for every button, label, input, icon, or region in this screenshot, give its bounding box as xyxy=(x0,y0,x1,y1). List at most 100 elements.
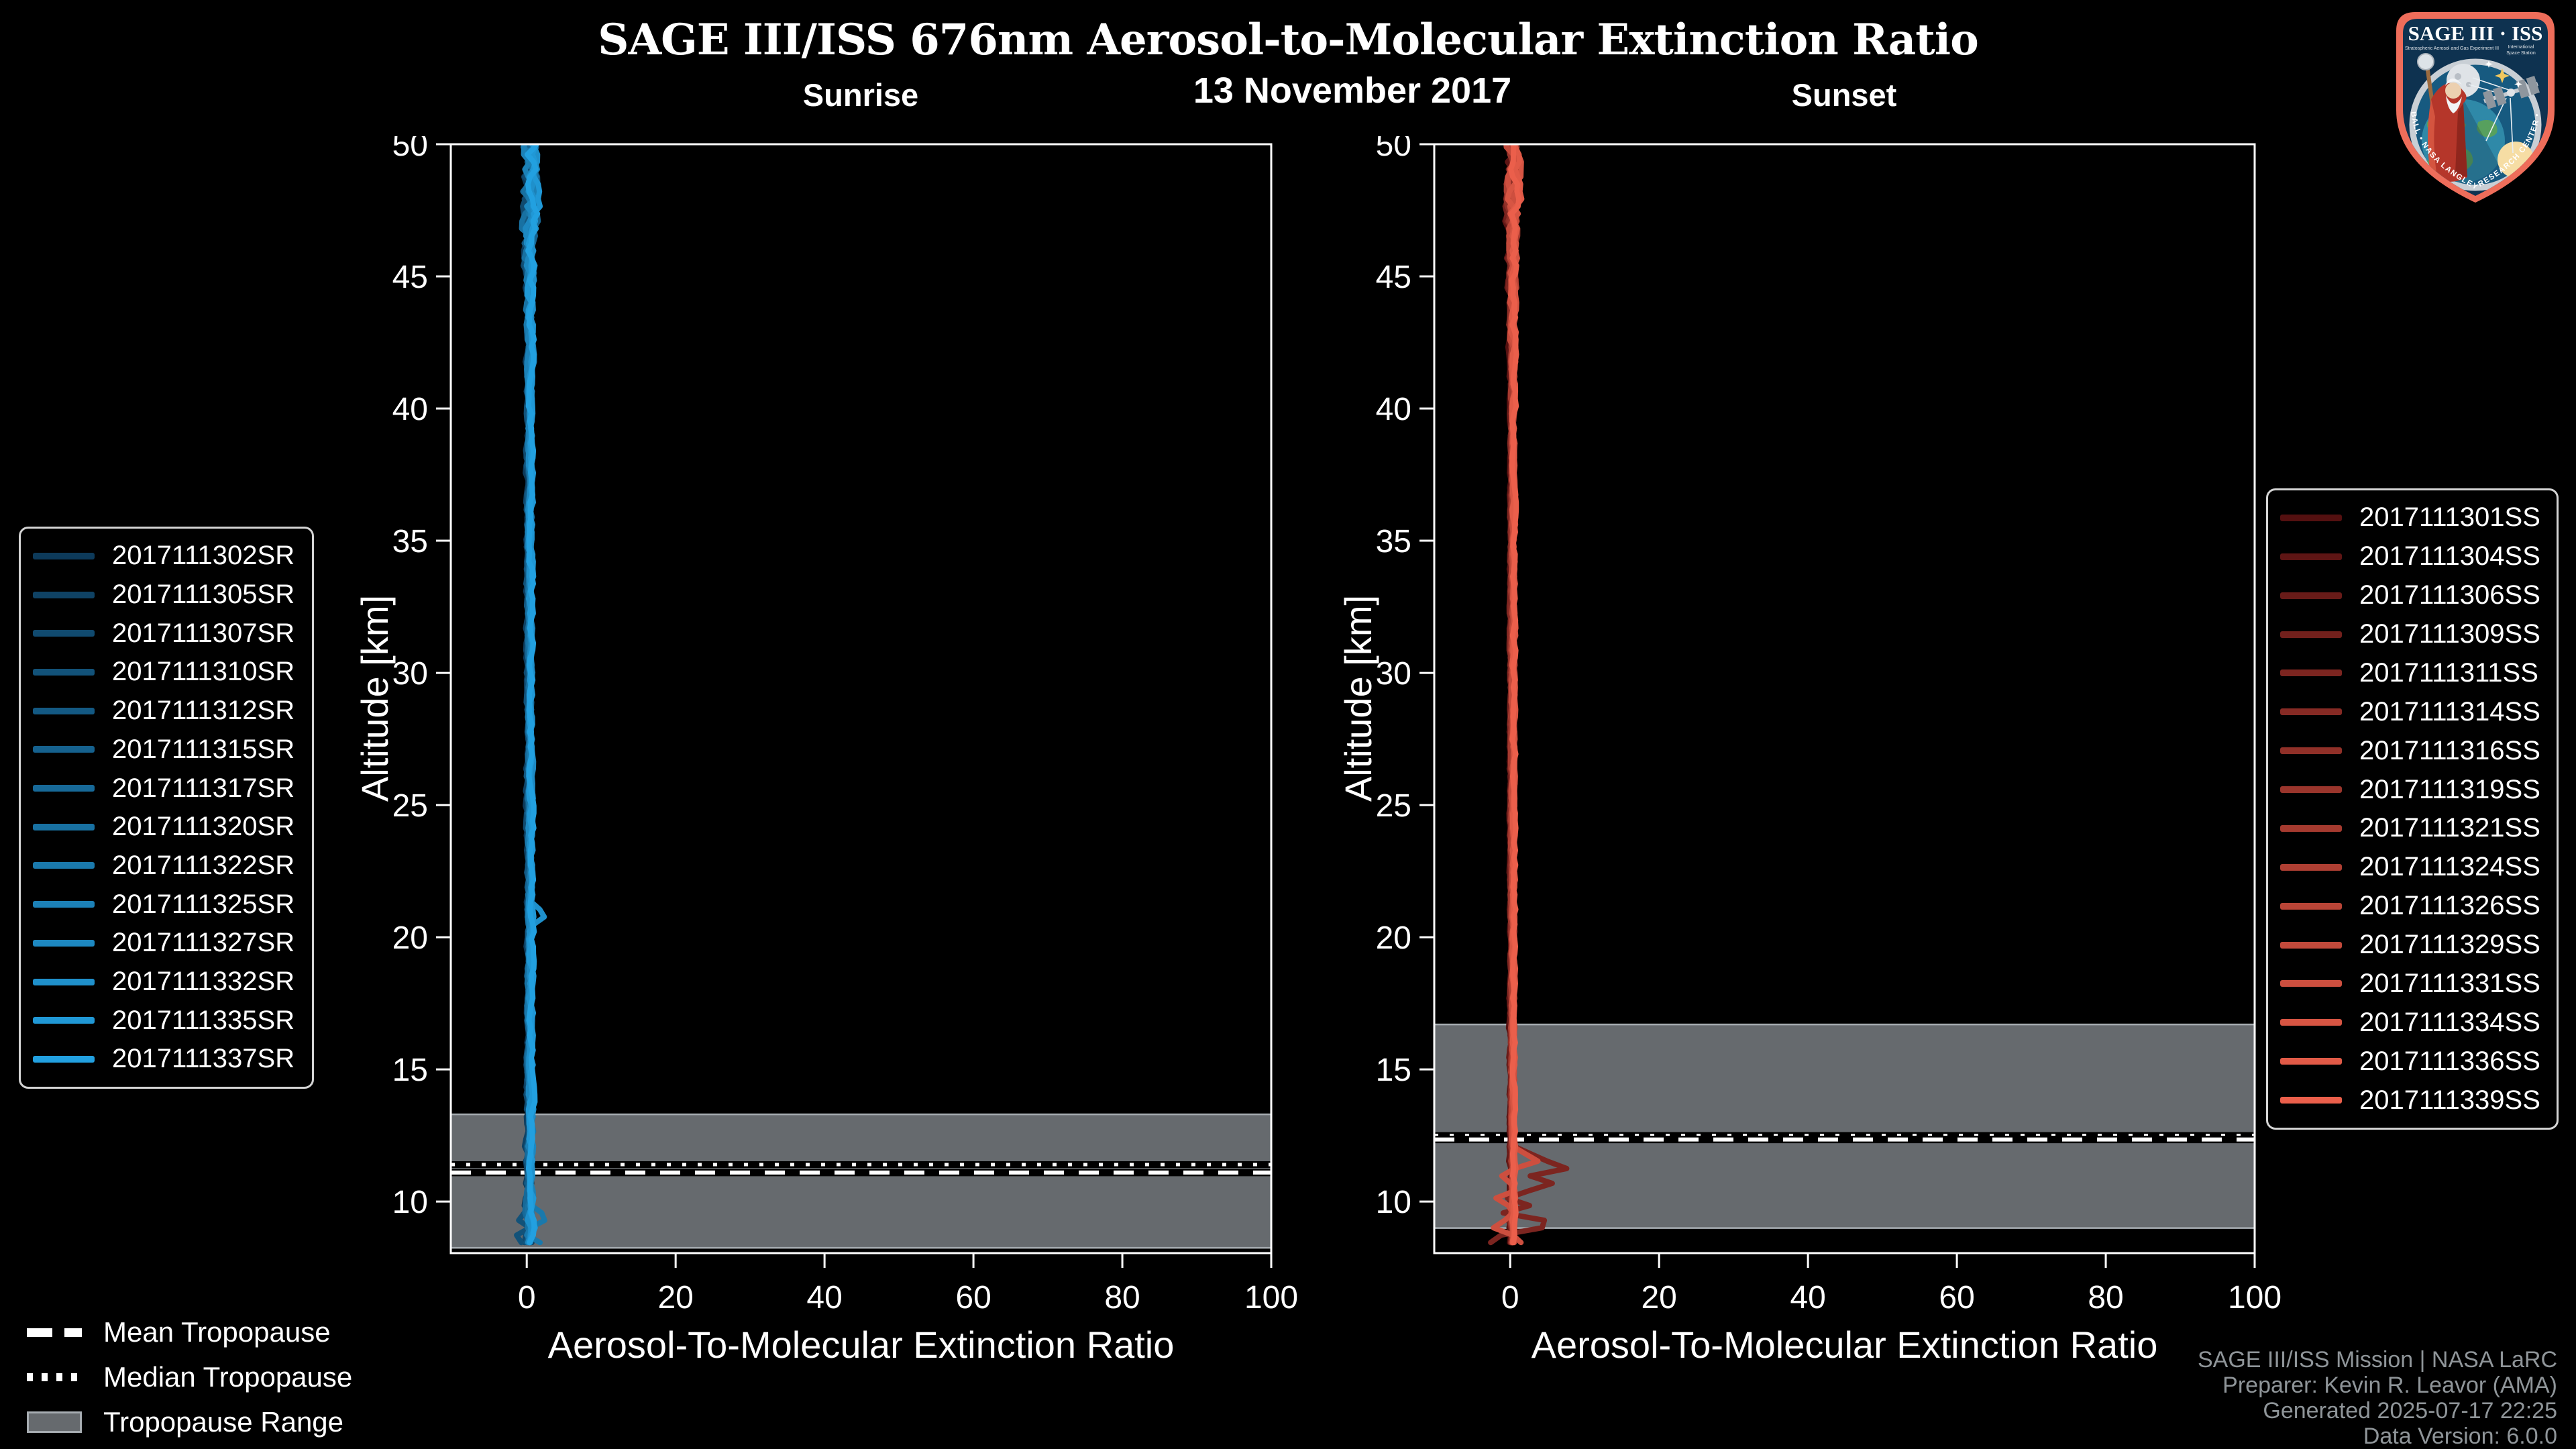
legend-line-swatch xyxy=(33,668,95,676)
legend-line-swatch xyxy=(33,1055,95,1063)
legend-entry: 2017111302SR xyxy=(21,541,312,571)
legend-entry: 2017111336SS xyxy=(2268,1046,2557,1077)
legend-entry-label: 2017111317SR xyxy=(112,773,295,803)
legend-line-swatch xyxy=(33,862,95,869)
attribution-preparer: Preparer: Kevin R. Leavor (AMA) xyxy=(2222,1373,2557,1398)
legend-entry-label: 2017111321SS xyxy=(2359,813,2540,843)
legend-line-swatch xyxy=(2280,902,2342,910)
legend-entry-label: 2017111310SR xyxy=(112,657,295,687)
legend-line-swatch xyxy=(2280,863,2342,871)
legend-entry: 2017111327SR xyxy=(21,928,312,958)
plot-area-sunset: 0 20 40 60 80 100 10 15 20 25 30 35 40 45 50 xyxy=(1334,127,2295,1354)
x-axis-label-sunrise: Aerosol-To-Molecular Extinction Ratio xyxy=(547,1324,1175,1366)
plot-canvas-sunset: 0 20 40 60 80 100 10 15 20 25 30 35 40 45 50 xyxy=(1376,127,2282,1316)
y-tick-label: 10 xyxy=(1376,1185,1411,1220)
legend-entry: 2017111312SR xyxy=(21,696,312,726)
y-tick-label: 25 xyxy=(392,788,428,824)
y-tick-label: 30 xyxy=(1376,656,1411,692)
legend-entry: 2017111316SS xyxy=(2268,736,2557,766)
legend-entry-label: 2017111337SR xyxy=(112,1044,295,1074)
tropopause-range-band xyxy=(451,1114,1271,1248)
observation-beams xyxy=(2468,77,2514,154)
attribution-data-version: Data Version: 6.0.0 xyxy=(2363,1424,2557,1449)
legend-entry-label: 2017111334SS xyxy=(2359,1007,2540,1037)
profiles-group-sunrise xyxy=(514,144,547,1246)
plot-canvas-sunrise: 0 20 40 60 80 100 10 15 20 25 30 35 40 45 50 xyxy=(392,127,1298,1316)
legend-entry-label: 2017111314SS xyxy=(2359,696,2540,727)
legend-entry-label: 2017111307SR xyxy=(112,618,295,648)
legend-entry-label: 2017111302SR xyxy=(112,541,295,571)
y-tick-label: 35 xyxy=(392,524,428,559)
legend-entry-label: 2017111319SS xyxy=(2359,774,2540,804)
legend-line-swatch xyxy=(33,823,95,830)
legend-entry-label: 2017111320SR xyxy=(112,812,295,842)
legend-line-swatch xyxy=(33,630,95,637)
axes-frame-sunset xyxy=(1433,143,2256,1254)
legend-entry: 2017111326SS xyxy=(2268,891,2557,921)
legend-entry-label: 2017111305SR xyxy=(112,580,295,610)
legend-line-swatch xyxy=(2280,1097,2342,1104)
logo-title: SAGE III · ISS xyxy=(2408,21,2543,45)
y-tick-label: 45 xyxy=(392,260,428,295)
legend-entry: 2017111329SS xyxy=(2268,930,2557,960)
legend-line-swatch xyxy=(33,552,95,559)
legend-line-swatch xyxy=(2280,592,2342,599)
legend-entry: 2017111322SR xyxy=(21,851,312,881)
legend-line-swatch xyxy=(2280,786,2342,794)
mean-tropopause-swatch xyxy=(27,1328,82,1337)
stars xyxy=(2485,60,2522,88)
sage-iii-iss-mission-patch: SAGE III · ISS Stratospheric Aerosol and… xyxy=(2388,9,2555,203)
legend-entry: 2017111319SS xyxy=(2268,775,2557,805)
legend-entry: 2017111320SR xyxy=(21,812,312,842)
legend-entry: 2017111321SS xyxy=(2268,813,2557,843)
profile-line-2017111337SR xyxy=(525,144,541,1246)
legend-entry: 2017111311SS xyxy=(2268,658,2557,688)
legend-line-swatch xyxy=(2280,514,2342,521)
legend-entry: 2017111304SS xyxy=(2268,541,2557,572)
legend-entry: 2017111324SS xyxy=(2268,852,2557,882)
median-tropopause-label: Median Tropopause xyxy=(103,1361,353,1393)
tropopause-range-swatch xyxy=(27,1411,82,1433)
legend-entry-label: 2017111316SS xyxy=(2359,735,2540,765)
moon-crater xyxy=(2455,73,2461,80)
legend-line-swatch xyxy=(2280,553,2342,560)
x-tick-label: 40 xyxy=(806,1280,842,1316)
x-tick-label: 0 xyxy=(518,1280,536,1316)
y-tick-label: 40 xyxy=(392,392,428,427)
legend-entry: 2017111307SR xyxy=(21,619,312,649)
legend-entry-label: 2017111324SS xyxy=(2359,852,2540,882)
tropopause-legend-range: Tropopause Range xyxy=(27,1402,343,1442)
legend-entry-label: 2017111327SR xyxy=(112,928,295,958)
legend-entry: 2017111315SR xyxy=(21,735,312,765)
y-tick-label: 45 xyxy=(1376,260,1411,295)
figure-date: 13 November 2017 xyxy=(1193,70,1512,111)
y-tick-label: 35 xyxy=(1376,524,1411,559)
y-tick-label: 50 xyxy=(392,136,428,163)
legend-entry: 2017111314SS xyxy=(2268,697,2557,727)
legend-entry-label: 2017111331SS xyxy=(2359,968,2540,998)
legend-entry-label: 2017111322SR xyxy=(112,850,295,880)
y-tick-label: 50 xyxy=(1376,136,1411,163)
legend-line-swatch xyxy=(2280,1058,2342,1065)
legend-line-swatch xyxy=(2280,631,2342,638)
legend-entry: 2017111337SR xyxy=(21,1044,312,1074)
legend-entry-label: 2017111311SS xyxy=(2359,657,2538,688)
logo-subtitle-right-1: International xyxy=(2508,45,2534,50)
legend-line-swatch xyxy=(33,785,95,792)
legend-entry: 2017111310SR xyxy=(21,657,312,687)
x-tick-label: 100 xyxy=(2228,1280,2282,1316)
legend-entry-label: 2017111336SS xyxy=(2359,1046,2540,1076)
y-tick-label: 40 xyxy=(1376,392,1411,427)
iss-icon xyxy=(2482,75,2540,109)
panel-title-sunset: Sunset xyxy=(1791,77,1897,113)
legend-line-swatch xyxy=(2280,747,2342,755)
legend-line-swatch xyxy=(33,1017,95,1024)
legend-entry: 2017111306SS xyxy=(2268,580,2557,610)
legend-entry-label: 2017111332SR xyxy=(112,967,295,997)
legend-entry-label: 2017111309SS xyxy=(2359,619,2540,649)
legend-entry: 2017111335SR xyxy=(21,1006,312,1036)
legend-line-swatch xyxy=(33,939,95,947)
legend-line-swatch xyxy=(2280,980,2342,987)
x-tick-label: 0 xyxy=(1501,1280,1519,1316)
